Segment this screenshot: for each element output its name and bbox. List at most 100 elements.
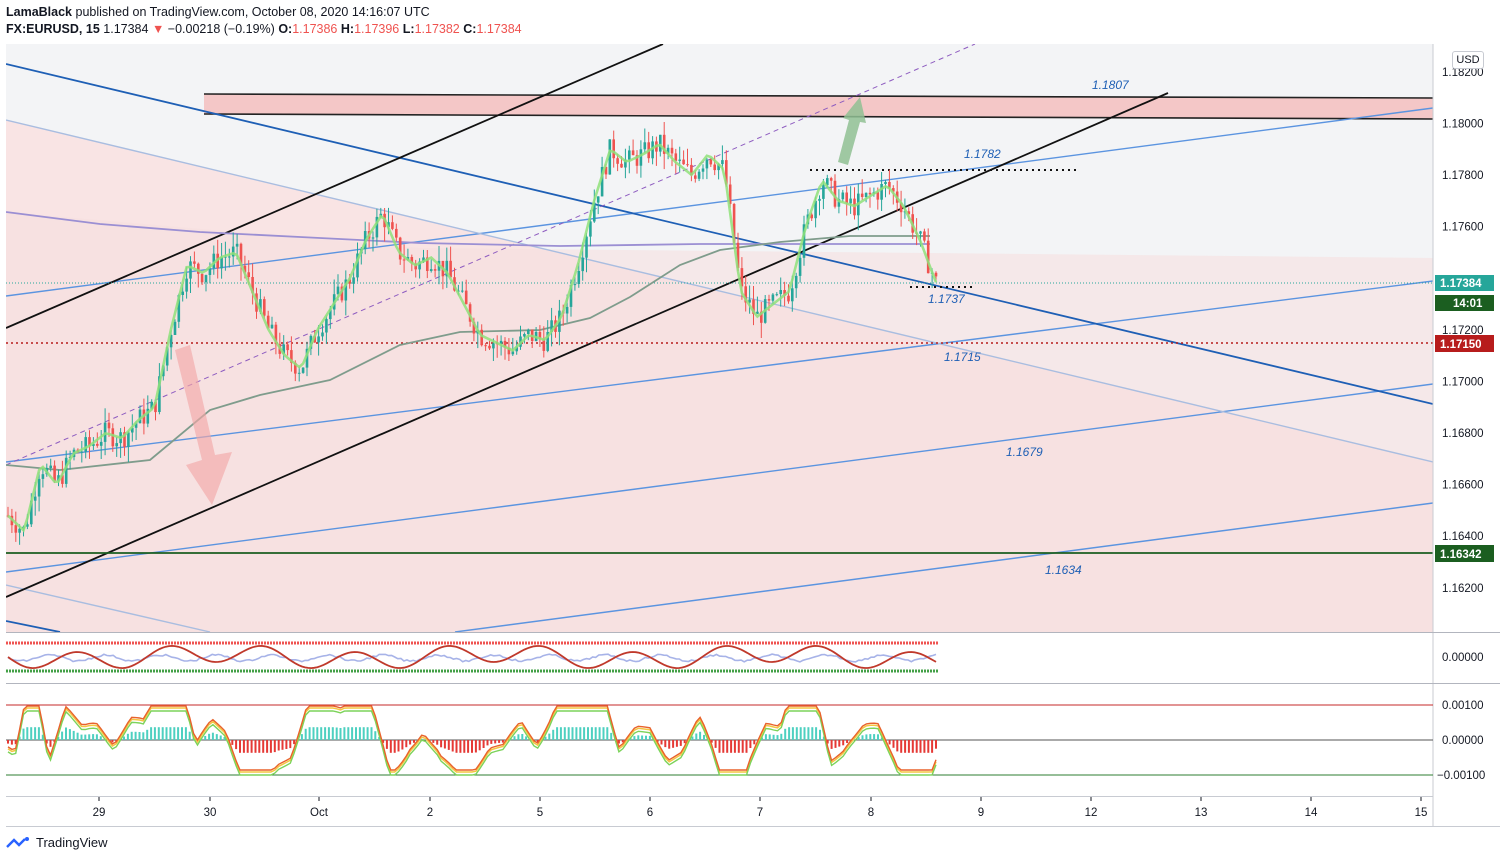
candle-body <box>220 257 223 269</box>
candle-body <box>371 237 375 239</box>
histogram-bar <box>579 727 582 740</box>
histogram-bar <box>401 740 404 750</box>
histogram-bar <box>710 740 713 743</box>
time-tick-label: 9 <box>978 807 984 819</box>
histogram-bar <box>857 737 860 740</box>
histogram-bar <box>822 736 825 740</box>
candle-body <box>705 159 709 169</box>
candle-body <box>593 202 596 222</box>
time-tick-label: 5 <box>537 807 543 819</box>
histogram-bar <box>409 740 412 745</box>
histogram-bar <box>273 740 276 753</box>
histogram-bar <box>846 740 849 743</box>
histogram-bar <box>84 734 87 740</box>
candle-body <box>837 199 841 207</box>
candle-body <box>725 160 728 185</box>
histogram-bar <box>463 740 466 753</box>
candle-body <box>53 465 56 481</box>
candle-body <box>251 277 254 294</box>
author-name[interactable]: LamaBlack <box>6 5 73 19</box>
histogram-bar <box>525 736 528 740</box>
candle-body <box>138 409 142 424</box>
level-label-1715: 1.1715 <box>944 350 981 364</box>
candle-body <box>923 231 926 241</box>
price-axis[interactable]: 1.18200 1.18000 1.17800 1.17600 1.17200 1.170… <box>1432 44 1484 826</box>
candle-body <box>845 192 848 204</box>
histogram-bar <box>320 727 323 740</box>
candle-body <box>247 272 250 277</box>
candle-body <box>876 192 880 200</box>
histogram-bar <box>413 740 415 743</box>
indicator-pane-1[interactable]: 0.00000 <box>6 632 1500 684</box>
candle-body <box>787 295 790 302</box>
histogram-bar <box>61 731 64 740</box>
time-tick-label: 14 <box>1305 807 1318 819</box>
candle-body <box>892 188 895 192</box>
histogram-bar <box>312 727 315 740</box>
histogram-bar <box>826 740 829 744</box>
candle-body <box>480 329 483 346</box>
histogram-bar <box>683 740 686 744</box>
histogram-bar <box>927 740 930 753</box>
histogram-bar <box>521 734 524 740</box>
candle-body <box>64 457 68 484</box>
candle-body <box>181 291 184 295</box>
candle-body <box>297 372 301 374</box>
candle-body <box>589 221 592 237</box>
candle-body <box>375 216 379 238</box>
candle-body <box>608 139 612 175</box>
tradingview-footer[interactable]: TradingView <box>6 835 108 850</box>
candle-body <box>833 180 837 207</box>
histogram-bar <box>289 740 292 749</box>
currency-button[interactable]: USD <box>1452 51 1484 69</box>
candle-body <box>884 181 887 184</box>
histogram-bar <box>432 740 435 743</box>
time-axis[interactable]: 29 30 Oct 2 5 6 7 8 9 12 13 14 15 <box>6 796 1500 827</box>
indicator-pane-2[interactable]: 0.00100 0.00000 −0.00100 <box>6 700 1485 782</box>
histogram-bar <box>474 740 477 753</box>
candle-body <box>484 345 487 347</box>
histogram-bar <box>250 740 253 753</box>
candle-body <box>659 134 662 152</box>
histogram-bar <box>157 727 160 740</box>
candle-body <box>771 294 775 301</box>
candle-body <box>515 346 518 352</box>
histogram-bar <box>88 734 91 740</box>
histogram-bar <box>575 727 578 740</box>
candle-body <box>426 257 429 271</box>
ind2-tick-2: −0.00100 <box>1437 770 1485 782</box>
histogram-bar <box>184 727 187 740</box>
candle-body <box>736 242 740 269</box>
histogram-bar <box>138 732 141 740</box>
candle-body <box>336 286 340 295</box>
candle-body <box>200 273 204 283</box>
candle-body <box>802 224 806 258</box>
candle-body <box>410 257 414 264</box>
histogram-bar <box>880 737 883 740</box>
candle-body <box>80 451 84 453</box>
candle-body <box>395 228 398 238</box>
histogram-bar <box>660 740 663 745</box>
histogram-bar <box>177 727 180 740</box>
histogram-bar <box>10 740 13 745</box>
histogram-bar <box>7 740 9 744</box>
histogram-bar <box>768 734 771 740</box>
histogram-bar <box>892 740 895 748</box>
histogram-bar <box>610 732 613 740</box>
main-pane[interactable] <box>6 44 1433 632</box>
histogram-bar <box>761 737 763 740</box>
histogram-bar <box>277 740 280 751</box>
candle-body <box>115 443 118 447</box>
histogram-bar <box>397 740 400 752</box>
histogram-bar <box>645 735 647 740</box>
time-tick-label: Oct <box>310 807 329 819</box>
candle-body <box>185 278 188 292</box>
candle-body <box>492 343 495 349</box>
histogram-bar <box>370 727 373 740</box>
candle-body <box>926 240 930 274</box>
candle-body <box>612 139 615 159</box>
histogram-bar <box>72 730 75 740</box>
histogram-bar <box>590 727 593 740</box>
histogram-bar <box>722 740 725 753</box>
